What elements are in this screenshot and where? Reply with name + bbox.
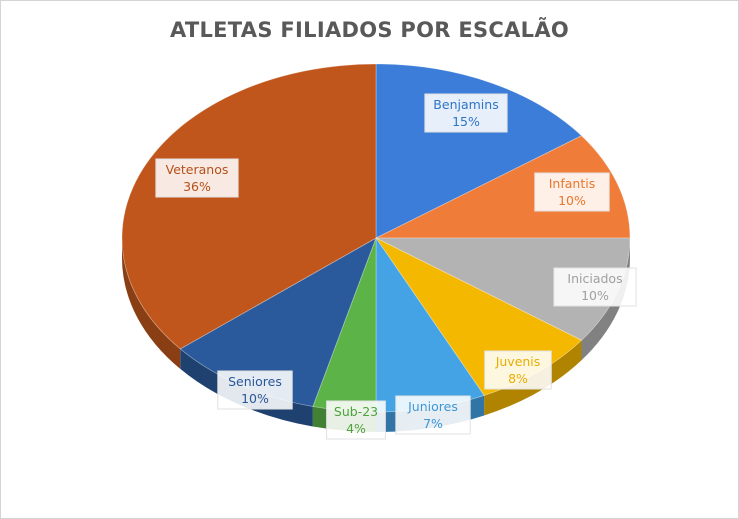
data-label-box-juvenis <box>484 350 552 390</box>
data-label-box-infantis <box>534 172 610 212</box>
data-label-juniores: Juniores 7% <box>395 395 471 435</box>
pie-side-iniciados <box>581 238 630 361</box>
pie-slice-veteranos[interactable] <box>121 63 377 350</box>
data-label-name-sub-23: Sub-23 <box>334 404 378 419</box>
data-label-value-benjamins: 15% <box>452 114 480 129</box>
data-label-benjamins: Benjamins 15% <box>424 93 508 133</box>
data-label-name-benjamins: Benjamins <box>433 97 498 112</box>
data-label-box-juniores <box>395 395 471 435</box>
data-label-veteranos: Veteranos 36% <box>155 158 239 198</box>
data-label-name-juniores: Juniores <box>407 399 458 414</box>
data-label-name-juvenis: Juvenis <box>495 354 541 369</box>
data-label-seniores: Seniores 10% <box>217 370 293 410</box>
data-label-sub-23: Sub-23 4% <box>326 400 386 440</box>
chart-title: ATLETAS FILIADOS POR ESCALÃO <box>169 18 570 42</box>
data-label-name-iniciados: Iniciados <box>567 271 622 286</box>
data-label-value-seniores: 10% <box>241 391 269 406</box>
data-label-iniciados: Iniciados 10% <box>553 267 637 307</box>
data-label-value-veteranos: 36% <box>183 179 211 194</box>
data-label-value-juvenis: 8% <box>508 371 528 386</box>
data-label-value-juniores: 7% <box>423 416 443 431</box>
data-label-value-iniciados: 10% <box>581 288 609 303</box>
data-label-box-veteranos <box>155 158 239 198</box>
data-label-juvenis: Juvenis 8% <box>484 350 552 390</box>
data-label-box-seniores <box>217 370 293 410</box>
pie-side-veteranos <box>122 238 181 369</box>
data-label-box-benjamins <box>424 93 508 133</box>
data-label-infantis: Infantis 10% <box>534 172 610 212</box>
data-label-name-infantis: Infantis <box>549 176 595 191</box>
data-label-value-sub-23: 4% <box>346 421 366 436</box>
data-label-name-seniores: Seniores <box>228 374 282 389</box>
data-label-box-iniciados <box>553 267 637 307</box>
data-label-name-veteranos: Veteranos <box>166 162 229 177</box>
pie-slice-infantis[interactable] <box>375 135 631 239</box>
data-label-box-sub-23 <box>326 400 386 440</box>
data-label-value-infantis: 10% <box>558 193 586 208</box>
